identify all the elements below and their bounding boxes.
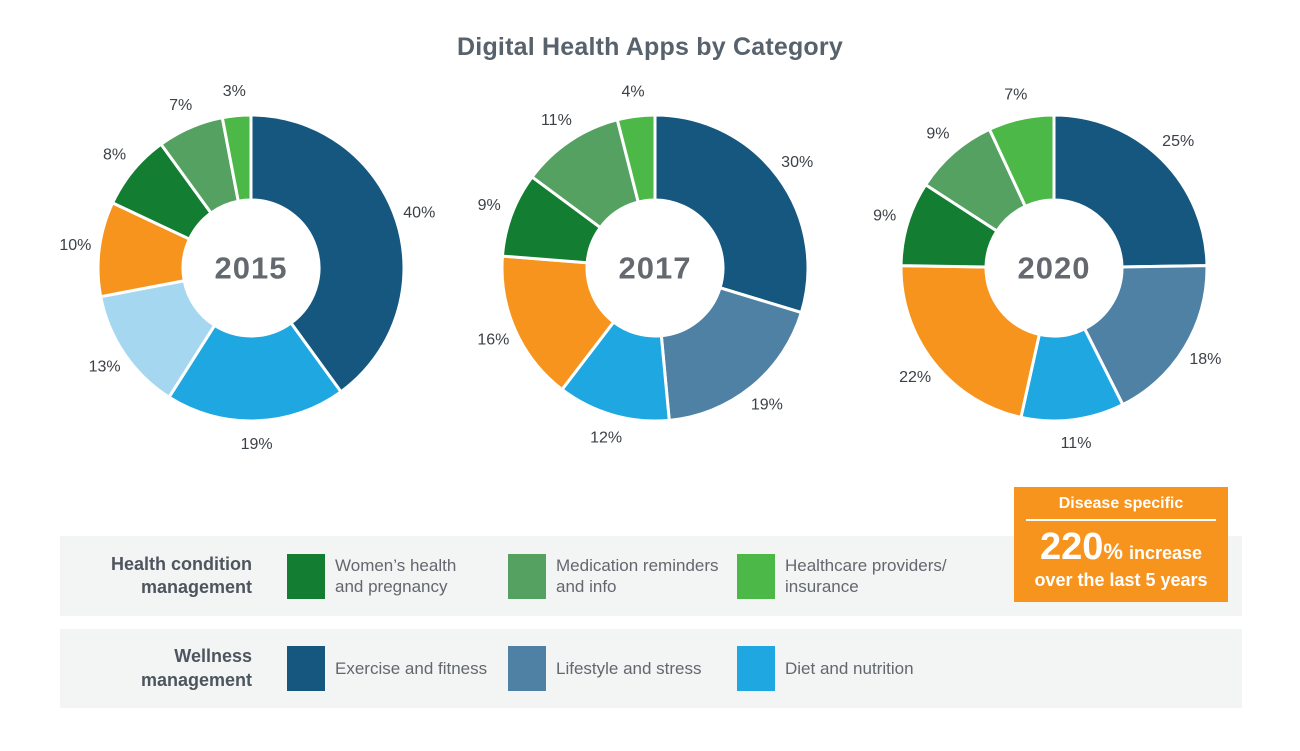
- page-title: Digital Health Apps by Category: [457, 33, 843, 61]
- segment-value-label: 11%: [1061, 435, 1092, 452]
- callout-value: 220: [1039, 526, 1104, 568]
- segment-value-label: 19%: [241, 436, 273, 453]
- callout-suffix: increase: [1128, 543, 1203, 563]
- donut-chart-2017: 30% 19% 12% 16% 9% 11% 4% 2017: [477, 84, 813, 447]
- legend-item-medication-reminders: Medication reminders and info: [508, 536, 719, 616]
- legend-swatch-diet-nutrition: [737, 646, 775, 691]
- legend-item-healthcare-providers: Healthcare providers/ insurance: [737, 536, 947, 616]
- legend-label-medication-reminders: Medication reminders and info: [556, 555, 719, 596]
- donut-segment-2017-disease-specific: [500, 254, 616, 392]
- legend-heading-line: management: [140, 669, 252, 690]
- donut-segment-2015-healthcare-providers-insurance: [220, 113, 253, 203]
- legend-swatch-exercise-fitness: [287, 646, 325, 691]
- legend-heading-line: Health condition: [111, 553, 252, 574]
- legend-row-wellness: Wellness management Exercise and fitness…: [60, 629, 1242, 708]
- donut-year-label: 2020: [1018, 251, 1091, 286]
- legend-label-womens-health: Women’s health and pregnancy: [335, 555, 457, 596]
- legend-swatch-medication-reminders: [508, 553, 546, 599]
- segment-value-label: 7%: [169, 97, 192, 114]
- donut-year-label: 2015: [215, 251, 288, 286]
- donut-segment-2020-exercise-and-fitness: [1052, 113, 1209, 269]
- segment-value-label: 18%: [1189, 351, 1221, 368]
- legend-item-lifestyle-stress: Lifestyle and stress: [508, 629, 702, 708]
- donut-segment-2017-healthcare-providers-insurance: [615, 113, 657, 204]
- legend-swatch-womens-health: [287, 553, 325, 599]
- callout-title: Disease specific: [1058, 495, 1184, 512]
- legend-item-diet-nutrition: Diet and nutrition: [737, 629, 914, 708]
- segment-value-label: 10%: [59, 237, 91, 254]
- donut-chart-2020: 25% 18% 11% 22% 9% 9% 7% 2020: [873, 86, 1221, 452]
- donut-chart-2015: 40% 19% 13% 10% 8% 7% 3% 2015: [59, 83, 435, 453]
- donut-segment-2017-lifestyle-and-stress: [659, 285, 804, 422]
- donut-segment-2020-lifestyle-and-stress: [1082, 264, 1209, 407]
- legend-label-healthcare-providers: Healthcare providers/ insurance: [785, 555, 947, 596]
- legend-heading-line: management: [140, 577, 252, 597]
- segment-value-label: 9%: [926, 126, 949, 143]
- legend-swatch-healthcare-providers: [737, 553, 775, 599]
- segment-value-label: 11%: [541, 112, 572, 129]
- segment-value-label: 4%: [621, 84, 644, 101]
- legend-label-diet-nutrition: Diet and nutrition: [785, 658, 914, 678]
- segment-value-label: 30%: [781, 154, 813, 171]
- callout-divider: [1026, 519, 1216, 521]
- legend-heading-health-condition: Health condition management: [60, 536, 252, 616]
- segment-value-label: 9%: [478, 197, 501, 214]
- segment-value-label: 8%: [103, 146, 126, 163]
- legend-heading-line: Wellness: [174, 646, 252, 667]
- donut-segment-2017-exercise-and-fitness: [653, 113, 810, 315]
- segment-value-label: 16%: [477, 331, 509, 348]
- donut-year-label: 2017: [619, 251, 692, 286]
- callout-unit: %: [1103, 539, 1123, 564]
- donut-segment-2020-disease-specific: [899, 264, 1042, 420]
- legend-item-womens-health: Women’s health and pregnancy: [287, 536, 456, 616]
- donut-segment-2015-diet-and-nutrition: [166, 320, 344, 423]
- segment-value-label: 25%: [1162, 133, 1194, 150]
- legend-item-exercise-fitness: Exercise and fitness: [287, 629, 487, 708]
- donut-segment-2015-exercise-and-fitness: [249, 113, 406, 394]
- legend-swatch-lifestyle-stress: [508, 646, 546, 691]
- donut-segment-2020-healthcare-providers-insurance: [987, 113, 1056, 209]
- segment-value-label: 9%: [873, 208, 896, 225]
- segment-value-label: 7%: [1004, 86, 1027, 103]
- segment-value-label: 13%: [89, 359, 121, 376]
- callout-subtext: over the last 5 years: [1034, 570, 1208, 590]
- legend-label-lifestyle-stress: Lifestyle and stress: [556, 658, 702, 678]
- legend-label-exercise-fitness: Exercise and fitness: [335, 658, 488, 678]
- segment-value-label: 3%: [223, 83, 246, 100]
- segment-value-label: 22%: [899, 369, 931, 386]
- segment-value-label: 19%: [751, 396, 783, 413]
- segment-value-label: 12%: [590, 429, 622, 446]
- legend-heading-wellness: Wellness management: [60, 629, 252, 708]
- segment-value-label: 40%: [403, 205, 435, 222]
- callout-statistic: 220% increase: [1014, 528, 1228, 566]
- disease-specific-callout: Disease specific 220% increase over the l…: [1014, 487, 1228, 602]
